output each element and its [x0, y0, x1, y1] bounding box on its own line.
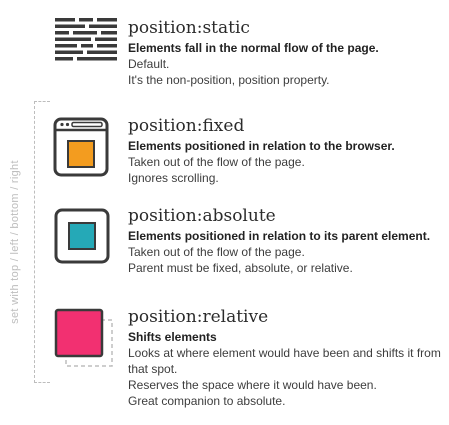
section-line: It's the non-position, position property… [128, 73, 330, 87]
text-lines-icon [55, 18, 117, 69]
pink-square [54, 308, 104, 358]
section-subtitle: Elements fall in the normal flow of the … [128, 41, 379, 55]
section-line: Ignores scrolling. [128, 171, 219, 185]
section-line: Parent must be fixed, absolute, or relat… [128, 261, 353, 275]
section-line: Looks at where element would have been a… [128, 346, 441, 376]
section-line: Taken out of the flow of the page. [128, 155, 305, 169]
shifted-box-icon [54, 308, 116, 375]
teal-square [68, 222, 96, 250]
section-subtitle: Elements positioned in relation to the b… [128, 139, 395, 153]
browser-window-icon [53, 117, 109, 182]
box-in-frame-icon [54, 208, 110, 269]
orange-square [67, 140, 95, 168]
section-absolute: position:absolute Elements positioned in… [128, 206, 446, 276]
section-title: position:fixed [128, 116, 245, 136]
section-subtitle: Elements positioned in relation to its p… [128, 229, 431, 243]
section-title: position:absolute [128, 206, 276, 226]
section-title: position:relative [128, 307, 269, 327]
section-fixed: position:fixed Elements positioned in re… [128, 116, 446, 186]
section-static: position:static Elements fall in the nor… [128, 18, 446, 88]
section-subtitle: Shifts elements [128, 330, 217, 344]
side-label-text: set with top / left / bottom / right [9, 160, 21, 324]
section-title: position:static [128, 18, 250, 38]
section-line: Reserves the space where it would have b… [128, 378, 377, 392]
section-relative: position:relative Shifts elements Looks … [128, 307, 446, 409]
dashed-bracket [34, 101, 50, 383]
section-line: Great companion to absolute. [128, 394, 286, 408]
section-line: Taken out of the flow of the page. [128, 245, 305, 259]
section-line: Default. [128, 57, 170, 71]
